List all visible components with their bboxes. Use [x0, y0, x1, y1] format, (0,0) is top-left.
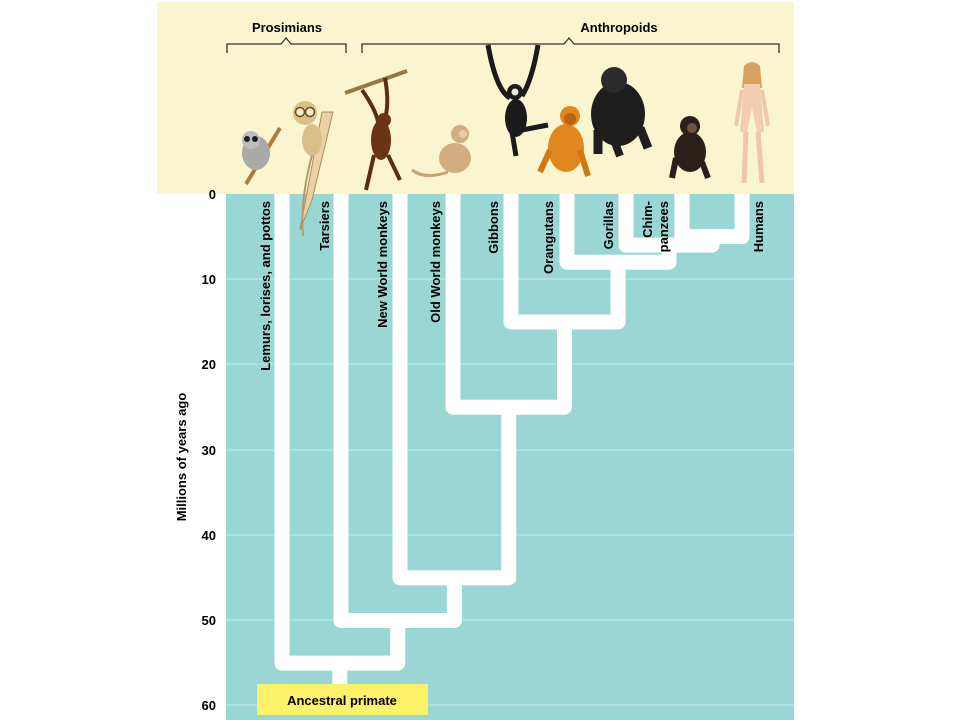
- loris-icon: [242, 126, 282, 186]
- taxon-label-new-world-monkeys: New World monkeys: [375, 201, 390, 328]
- taxon-label-gibbons: Gibbons: [486, 201, 501, 254]
- chimpanzee-icon: [669, 116, 711, 180]
- taxon-label-tarsiers: Tarsiers: [317, 201, 332, 251]
- taxon-label-lemurs: Lemurs, lorises, and pottos: [258, 201, 273, 371]
- anthropoids-label: Anthropoids: [580, 20, 657, 35]
- y-axis-label: Millions of years ago: [174, 393, 189, 522]
- taxon-label-gorillas: Gorillas: [601, 201, 616, 249]
- ancestral-primate-box: [257, 684, 428, 715]
- taxon-label-chimpanzees-line2: panzees: [656, 201, 671, 252]
- gorilla-icon: [591, 67, 653, 158]
- y-axis-ticks: 0 10 20 30 40 50 60: [202, 187, 216, 713]
- tick-label: 60: [202, 698, 216, 713]
- tick-label: 40: [202, 528, 216, 543]
- tick-label: 0: [209, 187, 216, 202]
- human-icon: [734, 62, 770, 184]
- tick-label: 30: [202, 443, 216, 458]
- tarsier-icon: [293, 101, 334, 237]
- taxon-label-humans: Humans: [751, 201, 766, 252]
- taxon-labels: Lemurs, lorises, and pottos Tarsiers New…: [258, 201, 766, 371]
- gibbon-icon: [485, 44, 549, 157]
- prosimians-bracket: [226, 36, 347, 53]
- prosimians-label: Prosimians: [252, 20, 322, 35]
- ancestral-primate-label: Ancestral primate: [287, 693, 397, 708]
- orangutan-icon: [537, 106, 591, 177]
- tick-label: 50: [202, 613, 216, 628]
- taxon-label-old-world-monkeys: Old World monkeys: [428, 201, 443, 323]
- macaque-icon: [411, 125, 471, 177]
- tick-label: 20: [202, 357, 216, 372]
- anthropoids-bracket: [361, 36, 780, 53]
- taxon-label-chimpanzees-line1: Chim-: [640, 201, 655, 238]
- taxon-label-orangutans: Orangutans: [541, 201, 556, 274]
- tick-label: 10: [202, 272, 216, 287]
- phylogeny-branches: [274, 194, 750, 684]
- spider-monkey-icon: [344, 69, 408, 191]
